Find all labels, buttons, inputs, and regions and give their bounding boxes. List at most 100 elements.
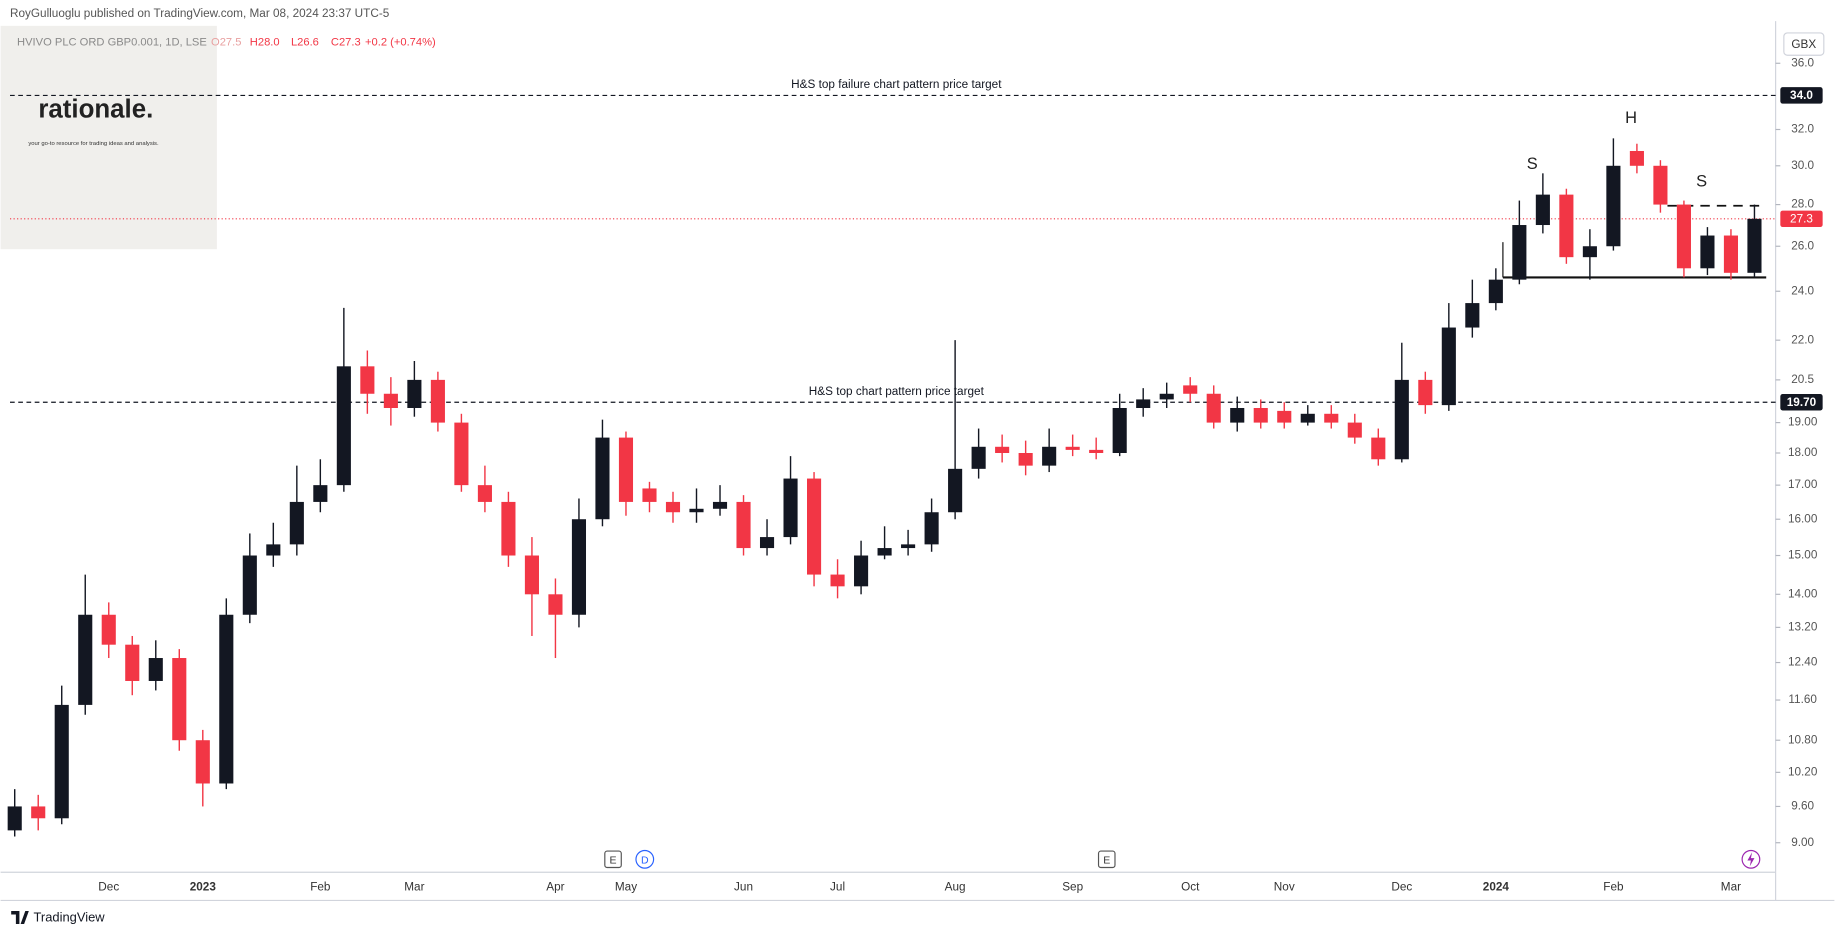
logo-name: rationale. [38, 95, 153, 123]
y-tick-label: 20.5 [1791, 373, 1814, 386]
candle-body [31, 806, 46, 819]
candle-body [195, 740, 210, 784]
candle-body [807, 478, 822, 575]
ohlc-open: O27.5 [211, 36, 241, 48]
last-price-box [1780, 210, 1823, 228]
footer: TradingView [11, 909, 105, 924]
candle-body [1512, 225, 1527, 280]
x-tick-label: Feb [310, 881, 331, 894]
candle-body [689, 508, 704, 513]
x-tick-label: Oct [1181, 881, 1200, 894]
y-tick-label: 15.00 [1788, 549, 1818, 562]
candle-body [266, 544, 281, 556]
candles [7, 138, 1762, 837]
ohlc-close: C27.3 [331, 36, 361, 48]
event-box[interactable] [604, 850, 622, 869]
candle-body [1347, 422, 1362, 438]
candle-body [1488, 279, 1503, 304]
last-price-label: 27.3 [1790, 213, 1813, 226]
candle-body [430, 379, 445, 423]
x-tick-label: Feb [1603, 881, 1624, 894]
logo-tagline: your go-to resource for trading ideas an… [28, 141, 159, 147]
y-tick-label: 30.0 [1791, 159, 1814, 172]
candle-body [830, 574, 845, 587]
candle-body [524, 555, 539, 595]
x-tick-label: Jul [830, 881, 845, 894]
candle-body [242, 555, 257, 615]
candle-body [54, 704, 69, 819]
candle-body [1324, 413, 1339, 423]
candle-body [336, 366, 351, 486]
y-tick-label: 12.40 [1788, 656, 1818, 669]
candle-body [665, 501, 681, 513]
candle-body [501, 501, 516, 556]
candle-body [477, 485, 492, 502]
candle-body [1253, 407, 1268, 423]
candle-body [548, 594, 563, 615]
candle-body [360, 366, 375, 394]
candle-body [995, 446, 1010, 453]
y-tick-label: 10.80 [1788, 733, 1818, 746]
candle-body [7, 806, 22, 831]
ohlc-change: +0.2 (+0.74%) [365, 36, 436, 48]
candle-body [454, 422, 469, 486]
ohlc-high: H28.0 [250, 36, 280, 48]
candle-body [1136, 399, 1151, 408]
footer-logo [11, 911, 29, 924]
candle-body [1112, 407, 1127, 453]
candle-body [595, 437, 610, 520]
candle-body [1042, 446, 1057, 466]
candle-body [783, 478, 798, 538]
candle-body [172, 658, 187, 741]
candle-body [1559, 194, 1574, 258]
candle-body [125, 644, 140, 681]
event-label: E [610, 854, 617, 866]
event-dividend[interactable] [635, 849, 655, 869]
currency-box[interactable] [1783, 32, 1825, 56]
candle-body [736, 501, 751, 549]
x-tick-label: Nov [1274, 881, 1295, 894]
candle-body [1018, 452, 1033, 466]
candle-body [901, 544, 916, 549]
candle-body [383, 393, 398, 408]
x-tick-label: Dec [98, 881, 119, 894]
candle-body [1065, 446, 1080, 450]
candle-body [1300, 413, 1315, 423]
x-tick-label: Aug [945, 881, 966, 894]
candle-body [1206, 393, 1221, 423]
candle-body [948, 468, 963, 513]
footer-text: TradingView [34, 909, 106, 924]
y-tick-label: 13.20 [1788, 620, 1818, 633]
publisher: RoyGulluoglu published on TradingView.co… [10, 7, 390, 20]
candle-body [1418, 379, 1433, 406]
pattern-label: S [1527, 155, 1538, 173]
event-label: E [1103, 854, 1110, 866]
y-tick-label: 17.00 [1788, 478, 1818, 491]
event-box[interactable] [1097, 850, 1116, 869]
candle-body [1230, 407, 1245, 423]
y-tick-label: 11.60 [1788, 693, 1817, 706]
candle-body [407, 379, 422, 408]
y-tick-label: 9.00 [1791, 836, 1814, 849]
candle-body [1676, 204, 1691, 269]
y-tick-label: 16.00 [1788, 512, 1818, 525]
candle-body [219, 614, 234, 784]
target-text: H&S top chart pattern price target [809, 385, 985, 398]
x-tick-label: Jun [734, 881, 753, 894]
candle-body [1394, 379, 1409, 460]
y-tick-label: 26.0 [1791, 239, 1814, 252]
y-tick-label: 9.60 [1791, 800, 1814, 813]
candle-body [642, 488, 657, 502]
candle-body [1089, 449, 1104, 453]
candle-body [854, 555, 869, 587]
candle-body [1653, 165, 1668, 205]
candle-body [1371, 437, 1386, 460]
x-tick-label: Mar [404, 881, 424, 894]
candle-body [618, 437, 634, 502]
y-tick-label: 10.20 [1788, 765, 1818, 778]
events: E D E [604, 849, 1761, 869]
candle-body [1535, 194, 1550, 226]
lightning-glyph [1747, 852, 1755, 867]
